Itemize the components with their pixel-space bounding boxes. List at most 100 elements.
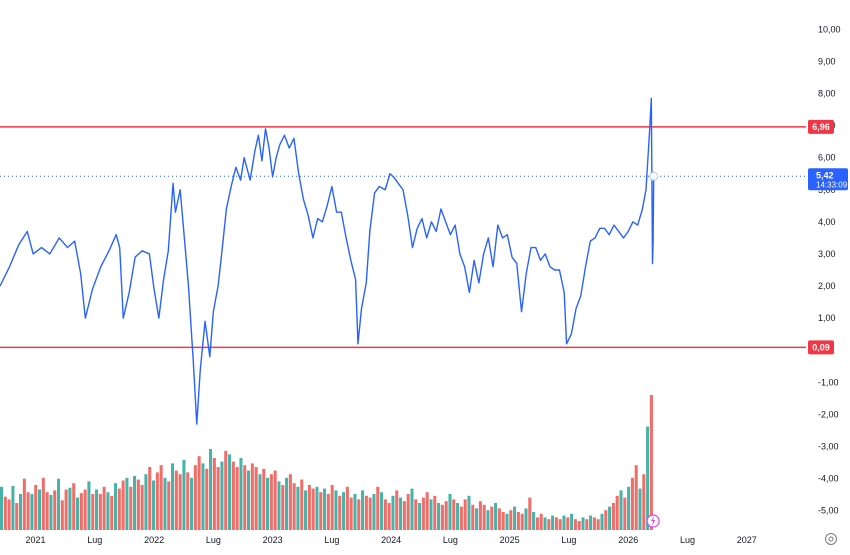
y-tick-label: 9,00 [818,56,836,66]
volume-bar [220,461,224,530]
settings-gear-icon[interactable] [825,533,837,545]
volume-bar [608,506,612,530]
last-price-time: 14:33:09 [816,180,848,189]
volume-bar [543,517,547,530]
volume-bar [501,512,505,530]
volume-bar [129,486,133,530]
volume-bar [326,494,330,530]
volume-bar [554,517,558,530]
volume-bar [524,508,528,530]
volume-bar [91,494,95,530]
volume-bar [535,517,539,530]
volume-bar [285,477,289,530]
volume-bar [486,510,490,530]
volume-bar [60,500,64,530]
axis-settings-button[interactable] [825,533,837,545]
volume-bar [566,517,570,530]
volume-bar [562,515,566,530]
volume-bar [410,488,414,530]
x-tick-label: 2026 [618,535,638,545]
volume-bar [585,519,589,530]
volume-bar [380,492,384,530]
volume-bar [551,515,555,530]
volume-bar [623,497,627,530]
volume-bar [277,481,281,530]
volume-bar [224,450,228,530]
volume-bar [231,461,235,530]
volume-bar [212,458,216,530]
volume-bar [144,474,148,530]
volume-bar [190,477,194,530]
volume-bar [281,485,285,530]
y-tick-label: 1,00 [818,313,836,323]
volume-bar [167,481,171,530]
volume-bar [399,497,403,530]
volume-bar [114,483,118,530]
volume-bar [311,488,315,530]
x-tick-label: Lug [680,535,695,545]
volume-bar [429,499,433,530]
volume-bar [475,508,479,530]
volume-bar [110,495,114,530]
horizontal-levels [0,126,806,349]
volume-bar [64,489,68,530]
volume-bar [247,470,251,530]
volume-bar [182,459,186,530]
volume-bar [589,515,593,530]
last-point-marker [649,171,659,181]
volume-bar [642,474,646,530]
volume-bar [87,481,91,530]
volume-bar [133,476,137,530]
volume-bar [273,470,277,530]
volume-bar [649,395,653,530]
volume-bar [49,494,53,530]
volume-bar [634,465,638,530]
volume-bar [30,494,34,530]
volume-bar [444,501,448,530]
x-tick-label: 2025 [500,535,520,545]
volume-bar [296,486,300,530]
volume-bar [197,456,201,530]
volume-bar [452,499,456,530]
volume-bar [26,492,30,530]
volume-bar [592,517,596,530]
y-tick-label: 4,00 [818,217,836,227]
volume-bar [152,480,156,530]
volume-bar [57,478,61,530]
volume-bar [490,506,494,530]
volume-bar [611,503,615,530]
x-tick-label: Lug [443,535,458,545]
volume-bar [7,499,11,530]
volume-bar [102,486,106,530]
x-tick-label: 2022 [144,535,164,545]
volume-bar [201,463,205,530]
volume-bar [159,465,163,530]
volume-bar [638,488,642,530]
volume-bar [573,519,577,530]
volume-bar [174,470,178,530]
volume-bar [38,489,42,530]
volume-bar [357,499,361,530]
volume-bar [250,463,254,530]
volume-bar [425,492,429,530]
x-tick-label: 2021 [26,535,46,545]
volume-bar [15,503,19,530]
volume-bar [615,495,619,530]
volume-bar [342,492,346,530]
volume-bar [258,474,262,530]
volume-bar [520,513,524,530]
volume-bar [630,477,634,530]
volume-bar [22,478,26,530]
volume-bar [19,494,23,530]
volume-bar [292,483,296,530]
volume-bar [383,499,387,530]
volume-bar [239,458,243,530]
volume-bar [440,504,444,530]
x-tick-label: 2023 [263,535,283,545]
volume-bar [148,467,152,530]
volume-bar [334,490,338,530]
volume-bar [478,501,482,530]
volume-bar [216,467,220,530]
